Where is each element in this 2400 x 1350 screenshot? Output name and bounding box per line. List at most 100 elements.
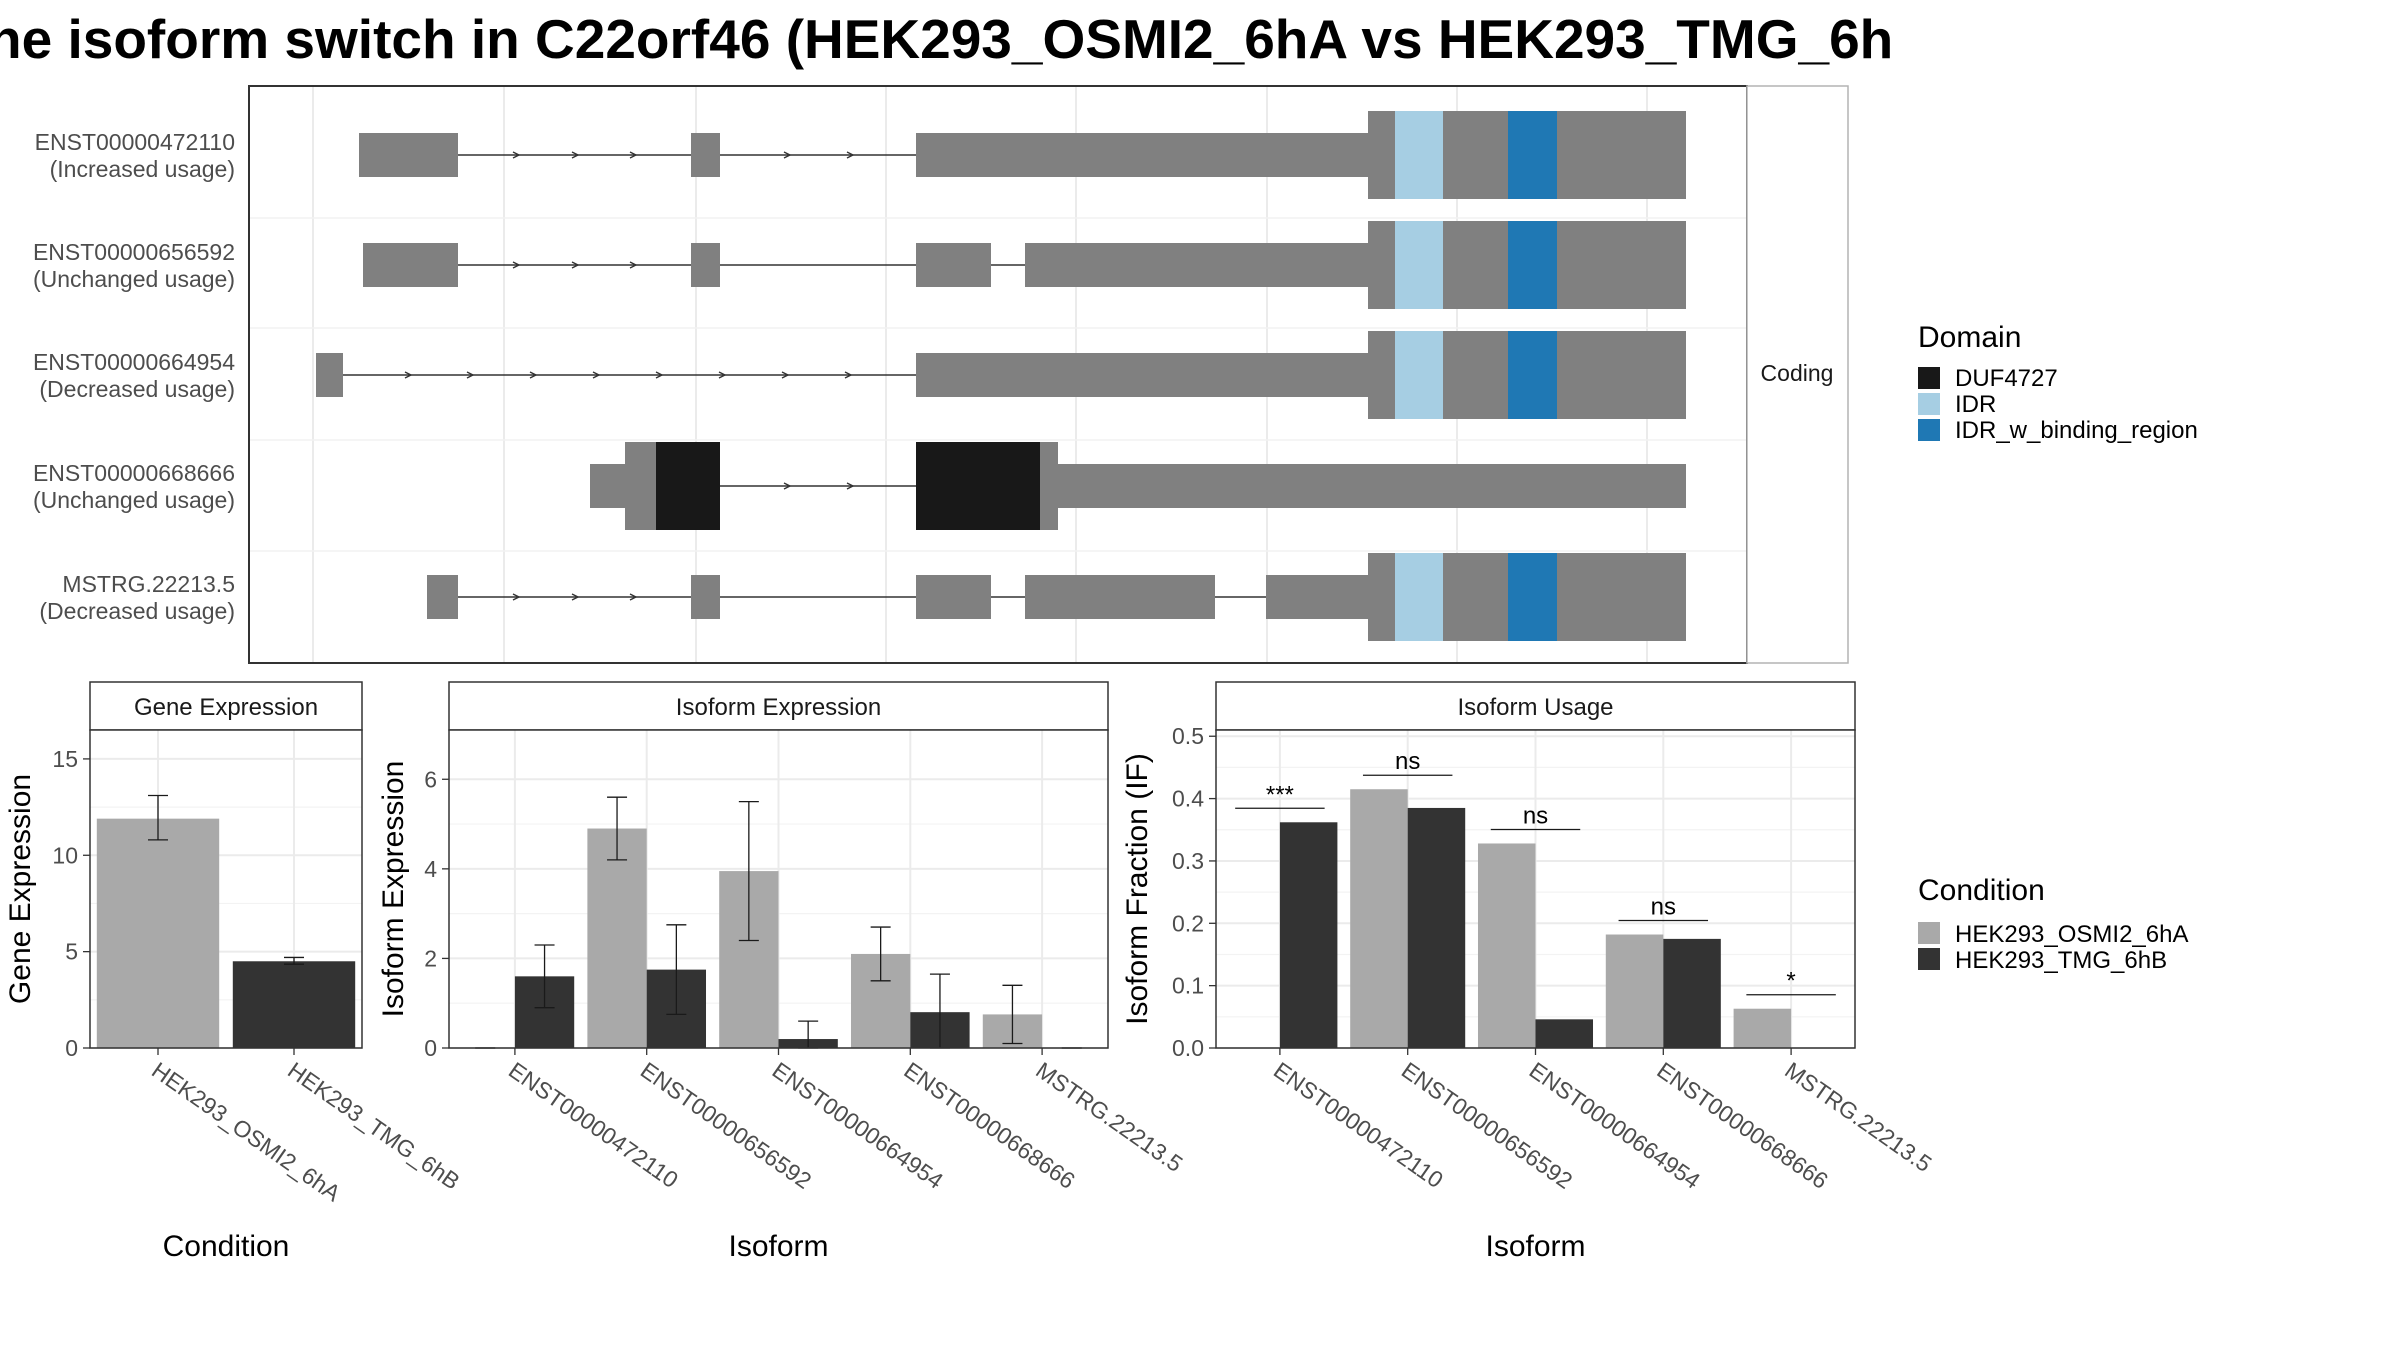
transcript-id-label: ENST00000664954 xyxy=(33,349,235,375)
y-tick-label: 0.3 xyxy=(1172,848,1204,874)
noncoding-exon xyxy=(1058,464,1686,508)
noncoding-exon xyxy=(691,575,720,619)
noncoding-exon xyxy=(916,133,1368,177)
isoform-usage-panel: Isoform Usage *** ns ns ns * 0.0 0.1 0.2 0.3 0.4 0.… xyxy=(1121,681,1937,1263)
intron-direction-arrow xyxy=(718,371,727,379)
significance-label: ns xyxy=(1523,802,1548,829)
bar xyxy=(96,818,220,1048)
intron-direction-arrow xyxy=(571,593,580,601)
y-axis-title: Isoform Fraction (IF) xyxy=(1121,753,1154,1025)
idr-binding-swatch xyxy=(1918,419,1940,441)
noncoding-exon xyxy=(691,133,720,177)
domain-idr xyxy=(1395,111,1443,199)
coding-strip xyxy=(1746,85,1849,664)
domain-idr xyxy=(1395,221,1443,309)
transcript-bodies xyxy=(316,111,1686,641)
noncoding-exon xyxy=(916,353,1368,397)
coding-exon xyxy=(1040,442,1058,530)
y-tick-label: 0.0 xyxy=(1172,1035,1204,1061)
panel-strip-label: Gene Expression xyxy=(134,694,318,721)
condition-b-swatch xyxy=(1918,948,1940,970)
intron-direction-arrow xyxy=(512,261,521,269)
bar-condition-a xyxy=(1733,1008,1792,1048)
intron-direction-arrow xyxy=(629,151,638,159)
intron-direction-arrow xyxy=(629,593,638,601)
intron-direction-arrow xyxy=(529,371,538,379)
transcript-id-label: ENST00000472110 xyxy=(35,129,235,155)
coding-strip-label: Coding xyxy=(1761,360,1834,386)
bar-condition-b xyxy=(1535,1019,1594,1048)
noncoding-exon xyxy=(916,243,991,287)
y-tick-label: 5 xyxy=(65,939,78,965)
intron-direction-arrow xyxy=(466,371,475,379)
intron-direction-arrow xyxy=(783,482,792,490)
bar-condition-a xyxy=(587,828,647,1048)
y-tick-label: 0.2 xyxy=(1172,910,1204,936)
y-tick-label: 0 xyxy=(65,1035,78,1061)
intron-direction-arrow xyxy=(846,151,855,159)
panel-strip xyxy=(1215,681,1856,731)
intron-direction-arrow xyxy=(844,371,853,379)
figure-title: ne isoform switch in C22orf46 (HEK293_OS… xyxy=(0,8,1893,70)
y-tick-label: 0.1 xyxy=(1172,973,1204,999)
noncoding-exon xyxy=(1025,243,1368,287)
noncoding-exon xyxy=(1025,575,1215,619)
noncoding-exon xyxy=(363,243,458,287)
intron-direction-arrow xyxy=(783,151,792,159)
bar-condition-b xyxy=(1663,938,1721,1048)
bar-condition-b xyxy=(1407,807,1466,1048)
y-tick-label: 0 xyxy=(424,1035,437,1061)
transcript-id-label: ENST00000668666 xyxy=(33,460,235,486)
domain-idr-w-binding-region xyxy=(1508,331,1557,419)
significance-label: ns xyxy=(1395,748,1420,775)
panel-strip-label: Isoform Expression xyxy=(676,694,881,721)
bar-condition-b xyxy=(1279,822,1338,1048)
intron-direction-arrow xyxy=(512,151,521,159)
plot-frame xyxy=(89,729,363,1049)
intron-direction-arrow xyxy=(592,371,601,379)
condition-legend-item-b: HEK293_TMG_6hB xyxy=(1955,947,2167,974)
transcript-id-label: ENST00000656592 xyxy=(33,239,235,265)
bar xyxy=(232,961,356,1048)
significance-label: *** xyxy=(1266,781,1294,808)
transcript-usage-label: (Decreased usage) xyxy=(39,376,235,402)
y-tick-label: 4 xyxy=(424,856,437,882)
noncoding-exon xyxy=(691,243,720,287)
y-tick-label: 2 xyxy=(424,945,437,971)
intron-direction-arrow xyxy=(571,261,580,269)
y-tick-label: 10 xyxy=(52,842,78,868)
transcript-usage-label: (Unchanged usage) xyxy=(33,487,235,513)
noncoding-exon xyxy=(359,133,458,177)
bar-condition-a xyxy=(1350,789,1408,1048)
isoform-expression-panel: Isoform Expression0246ENST00000472110ENS… xyxy=(377,681,1188,1263)
panel-strip xyxy=(89,681,363,731)
domain-idr xyxy=(1395,553,1443,641)
transcript-structure-panel: Coding ENST00000472110(Increased usage)E… xyxy=(33,85,1849,664)
panel-strip-label: Isoform Usage xyxy=(1457,694,1613,721)
panel-strip xyxy=(448,681,1109,731)
noncoding-exon xyxy=(916,575,991,619)
y-axis-title: Gene Expression xyxy=(4,774,37,1004)
intron-direction-arrow xyxy=(404,371,413,379)
transcript-usage-label: (Increased usage) xyxy=(50,156,235,182)
domain-legend-item-duf4727: DUF4727 xyxy=(1955,365,2058,392)
domain-legend-item-idr-binding: IDR_w_binding_region xyxy=(1955,417,2198,444)
domain-duf4727 xyxy=(656,442,720,530)
transcript-usage-label: (Unchanged usage) xyxy=(33,266,235,292)
condition-legend-item-a: HEK293_OSMI2_6hA xyxy=(1955,921,2188,948)
noncoding-exon xyxy=(590,464,625,508)
condition-legend: Condition HEK293_OSMI2_6hA HEK293_TMG_6h… xyxy=(1918,874,2188,974)
domain-duf4727 xyxy=(916,442,1040,530)
noncoding-exon xyxy=(1266,575,1368,619)
significance-label: * xyxy=(1786,968,1795,995)
x-axis-title: Isoform xyxy=(728,1230,828,1263)
intron-direction-arrow xyxy=(629,261,638,269)
condition-legend-title: Condition xyxy=(1918,874,2045,907)
transcript-labels: ENST00000472110(Increased usage) ENST0000… xyxy=(33,129,235,624)
domain-idr xyxy=(1395,331,1443,419)
y-tick-label: 15 xyxy=(52,746,78,772)
x-axis-title: Condition xyxy=(163,1230,290,1263)
intron-direction-arrow xyxy=(846,482,855,490)
x-axis-title: Isoform xyxy=(1485,1230,1585,1263)
